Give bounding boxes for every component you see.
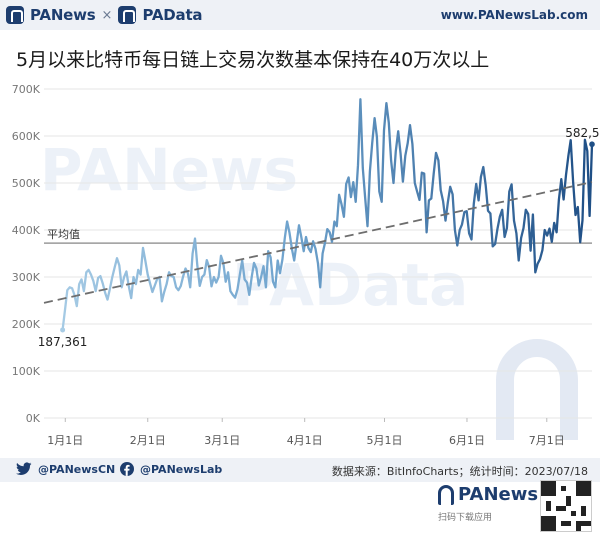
watermark-logo-icon <box>496 339 578 440</box>
header-bar: PANews × PAData www.PANewsLab.com <box>0 0 600 30</box>
twitter-icon <box>16 462 32 476</box>
footer-bar: @PANewsCN @PANewsLab 数据来源：BitInfoCharts；… <box>0 458 600 482</box>
facebook-handle[interactable]: @PANewsLab <box>120 462 222 476</box>
site-url[interactable]: www.PANewsLab.com <box>440 8 588 22</box>
y-tick-label: 0K <box>26 412 41 425</box>
brand-separator: × <box>101 7 113 23</box>
y-tick-label: 200K <box>12 318 41 331</box>
y-tick-label: 700K <box>12 83 41 96</box>
x-tick-label: 2月1日 <box>130 434 166 447</box>
y-tick-label: 300K <box>12 271 41 284</box>
footer-logo-caption: 扫码下载应用 <box>438 513 493 523</box>
x-tick-label: 6月1日 <box>449 434 485 447</box>
footer-logo: PANews <box>438 484 538 505</box>
twitter-handle-text: @PANewsCN <box>38 462 116 476</box>
brand-padata: PAData <box>142 6 203 24</box>
x-tick-label: 3月1日 <box>204 434 240 447</box>
footer-logo-text: PANews <box>458 484 539 505</box>
series-line <box>61 98 594 331</box>
chart-title: 5月以来比特币每日链上交易次数基本保持在40万次以上 <box>16 49 490 71</box>
trend-line <box>43 181 593 304</box>
data-source: 数据来源：BitInfoCharts；统计时间：2023/07/18 <box>331 465 588 478</box>
twitter-handle[interactable]: @PANewsCN <box>16 462 115 476</box>
x-tick-label: 7月1日 <box>529 434 565 447</box>
x-tick-label: 5月1日 <box>367 434 403 447</box>
end-point <box>589 141 595 148</box>
facebook-icon <box>120 462 134 476</box>
x-tick-label: 4月1日 <box>287 434 323 447</box>
watermark-panews: PANews <box>40 136 298 204</box>
brand-logo: PANews × PAData <box>6 5 203 25</box>
end-value-label: 582,522 <box>565 126 600 140</box>
y-tick-label: 600K <box>12 130 41 143</box>
padata-logo-icon <box>118 6 137 24</box>
panews-footer-logo-icon <box>438 484 454 505</box>
qr-code-icon[interactable] <box>540 480 592 532</box>
start-value-label: 187,361 <box>38 335 88 349</box>
start-point <box>60 327 66 333</box>
y-tick-label: 500K <box>12 177 41 190</box>
brand-panews: PANews <box>30 6 96 24</box>
x-tick-label: 1月1日 <box>47 434 83 447</box>
y-tick-label: 100K <box>12 365 41 378</box>
y-tick-label: 400K <box>12 224 41 237</box>
facebook-handle-text: @PANewsLab <box>140 462 223 476</box>
average-label: 平均值 <box>47 228 80 241</box>
panews-logo-icon <box>6 6 24 24</box>
